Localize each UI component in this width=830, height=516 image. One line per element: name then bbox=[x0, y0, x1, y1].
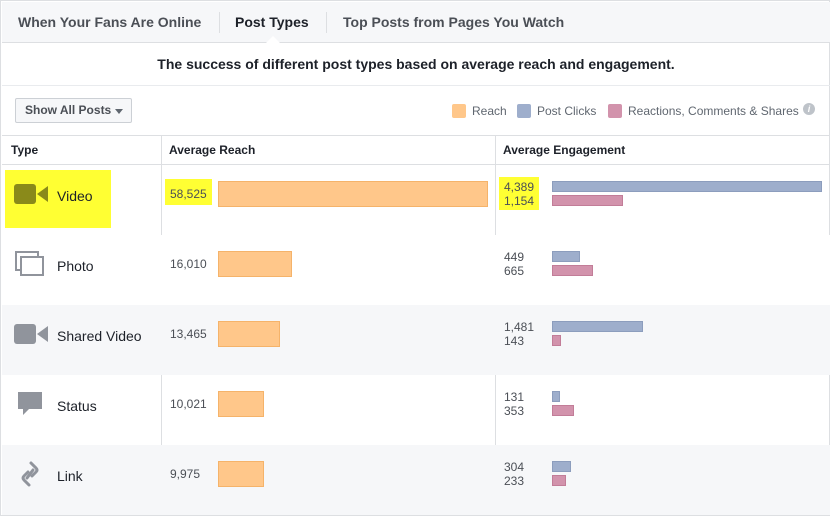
table-row: Video 58,525 4,389 1,154 bbox=[2, 165, 830, 235]
reach-bar bbox=[218, 251, 292, 277]
tab-top-posts-pages-you-watch[interactable]: Top Posts from Pages You Watch bbox=[343, 14, 565, 30]
reach-bar bbox=[218, 391, 264, 417]
post-type-label: Link bbox=[57, 468, 83, 484]
post-clicks-bar bbox=[552, 181, 822, 192]
post-clicks-bar bbox=[552, 321, 643, 332]
reactions-value: 143 bbox=[504, 334, 525, 348]
reactions-bar bbox=[552, 335, 561, 346]
table-row: Photo 16,010 449 665 bbox=[2, 235, 830, 305]
reactions-bar bbox=[552, 475, 566, 486]
info-icon[interactable]: i bbox=[803, 103, 815, 115]
reach-bar bbox=[218, 181, 488, 207]
legend-label: Reach bbox=[472, 104, 507, 118]
dropdown-label: Show All Posts bbox=[25, 103, 112, 117]
post-clicks-value: 449 bbox=[504, 250, 525, 264]
reactions-bar bbox=[552, 265, 593, 276]
show-all-posts-dropdown[interactable]: Show All Posts bbox=[15, 98, 132, 123]
video-camera-icon bbox=[14, 324, 48, 344]
average-reach-value: 58,525 bbox=[170, 187, 207, 201]
post-clicks-bar bbox=[552, 461, 571, 472]
legend-label: Reactions, Comments & Shares bbox=[628, 104, 799, 118]
speech-bubble-icon bbox=[18, 392, 42, 415]
reactions-value: 1,154 bbox=[504, 194, 535, 208]
active-tab-indicator bbox=[266, 36, 280, 43]
reach-swatch bbox=[452, 104, 466, 118]
post-clicks-value: 304 bbox=[504, 460, 525, 474]
highlight-marker bbox=[499, 177, 539, 210]
post-clicks-swatch bbox=[517, 104, 531, 118]
video-camera-icon bbox=[14, 184, 48, 204]
reactions-bar bbox=[552, 405, 574, 416]
post-clicks-bar bbox=[552, 251, 580, 262]
reactions-value: 353 bbox=[504, 404, 525, 418]
table-row: Link 9,975 304 233 bbox=[2, 445, 830, 515]
column-header-type: Type bbox=[11, 143, 39, 157]
tab-when-fans-online[interactable]: When Your Fans Are Online bbox=[18, 14, 202, 30]
table-row: Status 10,021 131 353 bbox=[2, 375, 830, 445]
section-description: The success of different post types base… bbox=[2, 43, 830, 86]
chain-link-icon bbox=[21, 461, 39, 487]
reactions-bar bbox=[552, 195, 623, 206]
table-row: Shared Video 13,465 1,481 143 bbox=[2, 305, 830, 375]
reactions-value: 665 bbox=[504, 264, 525, 278]
average-reach-value: 13,465 bbox=[170, 327, 207, 341]
column-header-average-reach: Average Reach bbox=[169, 143, 256, 157]
post-clicks-value: 131 bbox=[504, 390, 525, 404]
reactions-value: 233 bbox=[504, 474, 525, 488]
average-reach-value: 9,975 bbox=[170, 467, 201, 481]
reach-bar bbox=[218, 321, 280, 347]
post-type-label: Photo bbox=[57, 258, 94, 274]
reactions-swatch bbox=[608, 104, 622, 118]
post-type-label: Shared Video bbox=[57, 328, 142, 344]
post-clicks-value: 1,481 bbox=[504, 320, 535, 334]
post-clicks-value: 4,389 bbox=[504, 180, 535, 194]
caret-down-icon bbox=[115, 109, 123, 114]
photo-stack-icon bbox=[15, 251, 44, 276]
column-header-average-engagement: Average Engagement bbox=[503, 143, 626, 157]
legend-label: Post Clicks bbox=[537, 104, 597, 118]
average-reach-value: 16,010 bbox=[170, 257, 207, 271]
tab-post-types[interactable]: Post Types bbox=[235, 14, 309, 30]
post-type-label: Video bbox=[57, 188, 93, 204]
reach-bar bbox=[218, 461, 264, 487]
average-reach-value: 10,021 bbox=[170, 397, 207, 411]
post-type-label: Status bbox=[57, 398, 97, 414]
tab-divider bbox=[326, 12, 327, 33]
tab-divider bbox=[219, 12, 220, 33]
highlight-marker bbox=[165, 179, 212, 205]
tab-bar: When Your Fans Are Online Post Types Top… bbox=[2, 2, 830, 43]
post-clicks-bar bbox=[552, 391, 560, 402]
table-header: Type Average Reach Average Engagement bbox=[2, 135, 830, 165]
